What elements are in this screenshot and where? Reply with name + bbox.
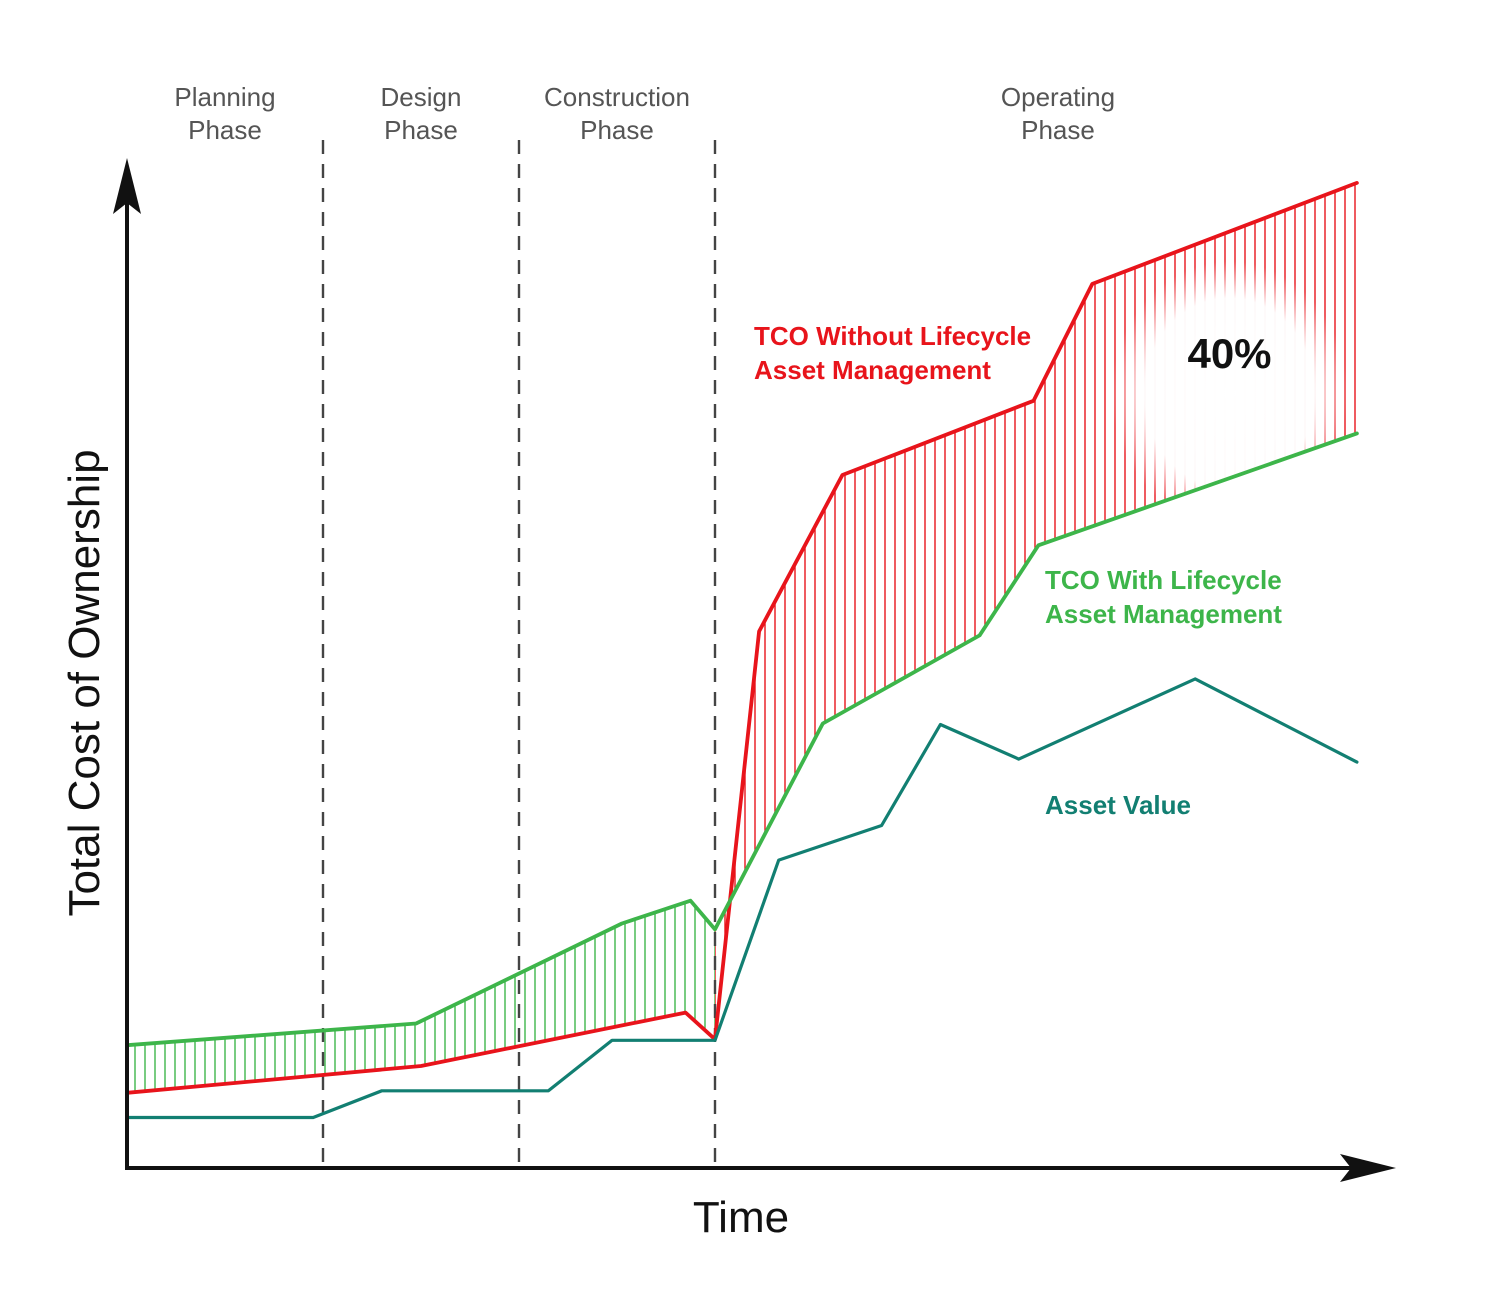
phase-label-line1: Operating — [1001, 82, 1115, 112]
phase-label-line2: Phase — [580, 115, 654, 145]
tco-with-lam-label-line1: TCO With Lifecycle — [1045, 565, 1282, 595]
phase-label-line1: Construction — [544, 82, 690, 112]
percentage-highlight — [1111, 261, 1348, 526]
y-axis-arrow — [113, 158, 141, 214]
phase-label-3: Construction Phase — [544, 82, 690, 145]
tco-without-lam-label-line1: TCO Without Lifecycle — [754, 321, 1031, 351]
phase-label-line2: Phase — [188, 115, 262, 145]
asset-value-label-line1: Asset Value — [1045, 790, 1191, 820]
tco-with-lam-label: TCO With Lifecycle Asset Management — [1045, 565, 1282, 629]
tco-without-lam-line — [125, 181, 1359, 1095]
tco-with-lam-line — [125, 431, 1359, 1048]
tco-without-lam-label: TCO Without Lifecycle Asset Management — [754, 321, 1031, 385]
phase-dividers — [321, 140, 717, 1170]
axes — [113, 158, 1396, 1182]
y-axis-title: Total Cost of Ownership — [60, 449, 109, 916]
phase-label-line2: Phase — [1021, 115, 1095, 145]
x-axis-title: Time — [693, 1193, 789, 1242]
series-lines — [125, 181, 1359, 1120]
annotation-clear-area — [1111, 261, 1348, 526]
phase-label-2: Design Phase — [381, 82, 462, 145]
phase-label-line1: Planning — [174, 82, 275, 112]
phase-label-line1: Design — [381, 82, 462, 112]
phase-label-line2: Phase — [384, 115, 458, 145]
hatch-area-green — [127, 900, 715, 1093]
phase-label-1: Planning Phase — [174, 82, 275, 145]
savings-percentage-label: 40% — [1187, 330, 1271, 377]
phase-label-4: Operating Phase — [1001, 82, 1115, 145]
tco-without-lam-label-line2: Asset Management — [754, 355, 991, 385]
x-axis-arrow — [1340, 1154, 1396, 1182]
asset-value-line — [125, 677, 1359, 1120]
asset-value-label: Asset Value — [1045, 790, 1191, 820]
tco-with-lam-label-line2: Asset Management — [1045, 599, 1282, 629]
